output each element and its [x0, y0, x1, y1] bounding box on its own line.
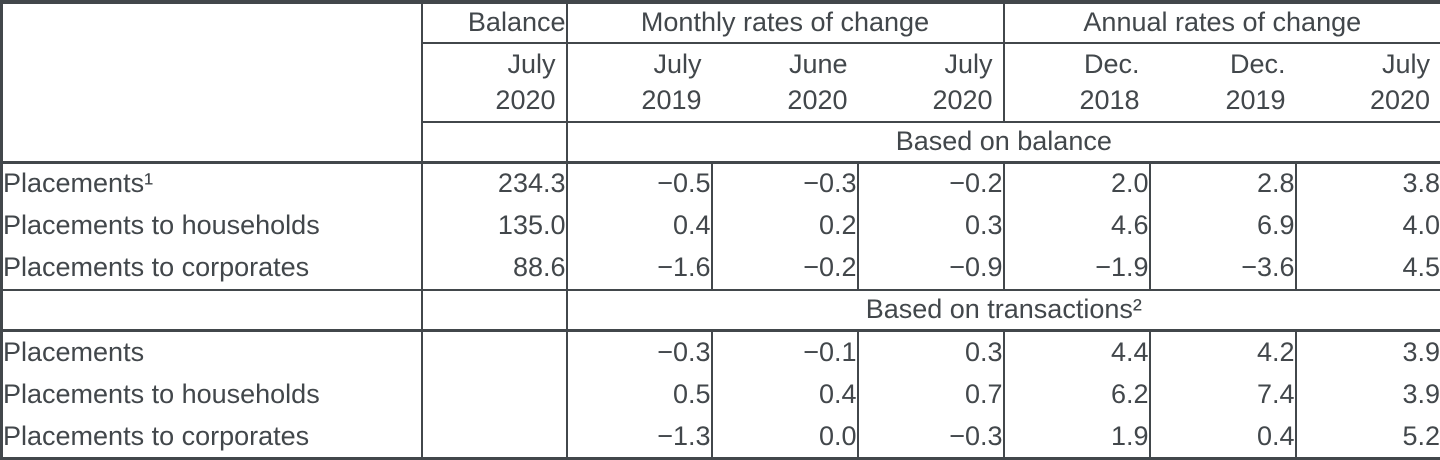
- rate-value: 0.4: [566, 204, 713, 248]
- col-header-balance: Balance: [421, 2, 568, 44]
- subheader-monthly-3: July 2020: [857, 42, 1005, 123]
- rate-value: 0.7: [857, 373, 1005, 416]
- rate-value: −0.2: [857, 160, 1005, 205]
- rate-value: −1.6: [566, 247, 713, 291]
- subheader-line: 2020: [932, 85, 993, 116]
- col-group-annual: Annual rates of change: [1003, 2, 1440, 44]
- subheader-line: 2020: [787, 85, 848, 116]
- subheader-line: July: [653, 49, 702, 80]
- table-row: Placements to corporates −1.3 0.0 −0.3 1…: [1, 415, 1440, 459]
- subheader-line: June: [788, 49, 848, 80]
- subheader-line: 2018: [1079, 85, 1140, 116]
- subheader-balance-line1: July: [507, 49, 556, 80]
- subheader-monthly-1: July 2019: [566, 42, 712, 123]
- rate-value: 0.3: [857, 329, 1005, 374]
- rate-value: 0.0: [711, 415, 859, 459]
- rate-value: −1.9: [1003, 247, 1151, 291]
- row-label: Placements to households: [1, 204, 423, 248]
- rate-value: −0.9: [857, 247, 1005, 291]
- rate-value: 3.9: [1295, 329, 1440, 374]
- subheader-line: Dec.: [1083, 49, 1140, 80]
- rate-value: −0.3: [857, 415, 1005, 459]
- band-label-spacer: [1, 289, 423, 331]
- rate-value: 0.4: [1149, 415, 1297, 459]
- subheader-annual-2: Dec. 2019: [1149, 42, 1296, 123]
- rate-value: 4.6: [1003, 204, 1151, 248]
- subheader-row: July 2020 July 2019 June 2020 July 2020 …: [2, 42, 1440, 123]
- rate-value: 1.9: [1003, 415, 1151, 459]
- rate-value: −1.3: [566, 415, 713, 459]
- rate-value: 3.8: [1295, 160, 1440, 205]
- rate-value: 0.4: [711, 373, 859, 416]
- rate-value: −0.1: [711, 329, 859, 374]
- rate-value: 4.0: [1402, 210, 1440, 241]
- section-band-row: Based on transactions²: [1, 289, 1440, 331]
- row-label: Placements to households: [1, 373, 423, 416]
- subheader-line: 2019: [641, 85, 702, 116]
- rate-value: 2.0: [1003, 160, 1151, 205]
- rate-value: 6.2: [1003, 373, 1151, 416]
- row-label: Placements: [1, 329, 423, 374]
- row-label: Placements to corporates: [1, 247, 423, 291]
- header-row: Balance Monthly rates of change Annual r…: [1, 2, 1440, 163]
- balance-value: 234.3: [421, 160, 568, 205]
- balance-value: 88.6: [421, 247, 568, 291]
- rate-value: −3.6: [1149, 247, 1297, 291]
- rate-value: 0.2: [711, 204, 859, 248]
- rate-value: −0.3: [566, 329, 713, 374]
- row-label: Placements¹: [1, 160, 423, 205]
- rate-value: −0.3: [711, 160, 859, 205]
- subheader-line: July: [944, 49, 993, 80]
- table-row: Placements to households 135.0 0.4 0.2 0…: [1, 204, 1440, 248]
- section-band-row: Based on balance: [2, 121, 1440, 163]
- subheader-monthly-2: June 2020: [711, 42, 858, 123]
- balance-value: [421, 373, 568, 416]
- subheader-line: 2020: [1369, 85, 1431, 116]
- band-balance-spacer: [421, 121, 568, 163]
- subheader-line: Dec.: [1229, 49, 1286, 80]
- section-band-balance: Based on balance: [895, 125, 1112, 156]
- rate-value: 0.3: [857, 204, 1005, 248]
- subheader-balance-line2: 2020: [495, 85, 556, 116]
- section-band-transactions: Based on transactions²: [566, 289, 1440, 331]
- balance-value: [421, 415, 568, 459]
- rate-value: 3.9: [1402, 378, 1440, 409]
- balance-value: [421, 329, 568, 374]
- rate-value: 5.2: [1402, 420, 1440, 451]
- row-label: Placements to corporates: [1, 415, 423, 459]
- rate-value: −0.5: [566, 160, 713, 205]
- subheader-line: July: [1382, 49, 1431, 80]
- subheader-annual-1: Dec. 2018: [1003, 42, 1150, 123]
- rate-value: 7.4: [1149, 373, 1297, 416]
- balance-value: 135.0: [421, 204, 568, 248]
- subheader-annual-3: July 2020: [1295, 42, 1440, 123]
- table-row: Placements to households 0.5 0.4 0.7 6.2…: [1, 373, 1440, 416]
- table-row: Placements −0.3 −0.1 0.3 4.4 4.2 3.9: [1, 329, 1440, 374]
- subheader-balance: July 2020: [421, 42, 568, 123]
- col-group-monthly: Monthly rates of change: [566, 2, 1005, 44]
- row-label-column-header: [1, 2, 423, 163]
- rate-value: 4.2: [1149, 329, 1297, 374]
- band-balance-spacer: [421, 289, 568, 331]
- rate-value: 4.4: [1003, 329, 1151, 374]
- rate-value: −0.2: [711, 247, 859, 291]
- rate-value: 6.9: [1149, 204, 1297, 248]
- rate-value: 2.8: [1149, 160, 1297, 205]
- table-row: Placements to corporates 88.6 −1.6 −0.2 …: [1, 247, 1440, 291]
- rate-value: 4.5: [1402, 252, 1440, 283]
- rate-value: 0.5: [566, 373, 713, 416]
- table-row: Placements¹ 234.3 −0.5 −0.3 −0.2 2.0 2.8…: [1, 160, 1440, 205]
- subheader-line: 2019: [1225, 85, 1286, 116]
